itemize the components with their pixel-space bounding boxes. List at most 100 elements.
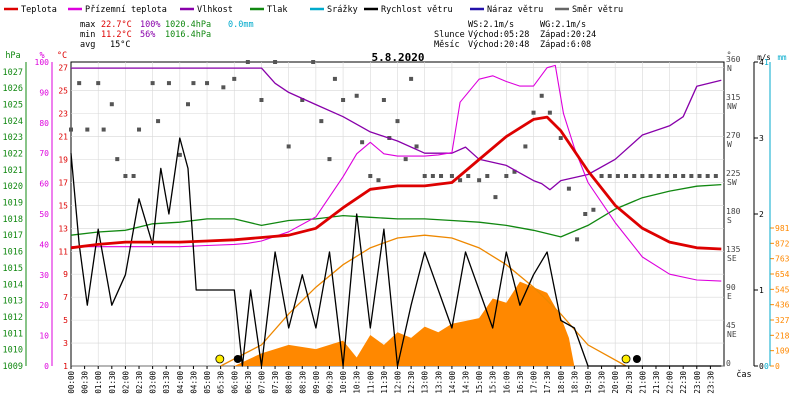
wind-direction-point xyxy=(221,85,226,90)
tick-label-direction-deg: 0 xyxy=(726,359,731,368)
tick-label-pressure: 1011 xyxy=(3,329,23,339)
wind-direction-point xyxy=(705,174,710,178)
tick-label-pressure: 1024 xyxy=(3,117,23,127)
tick-label-temperature: 23 xyxy=(58,110,68,119)
tick-label-pressure: 1009 xyxy=(3,362,23,372)
tick-label-time: 17:30 xyxy=(543,371,552,394)
wind-direction-point xyxy=(409,76,414,81)
tick-label-time: 21:30 xyxy=(652,371,661,394)
wind-direction-point xyxy=(232,76,237,81)
tick-label-wind: 0 xyxy=(759,362,764,371)
tick-label-solar: 763 xyxy=(775,255,790,264)
tick-label-time: 14:30 xyxy=(462,371,471,394)
wind-direction-point xyxy=(123,174,128,178)
tick-label-time: 15:00 xyxy=(475,371,484,394)
tick-label-temperature: 25 xyxy=(58,87,68,96)
stat-max-temp: 22.7°C xyxy=(101,20,132,30)
stat-max-press: 1020.4hPa xyxy=(165,20,211,30)
wind-direction-point xyxy=(615,174,620,178)
wind-direction-point xyxy=(458,178,463,183)
humidity-line xyxy=(71,67,722,191)
wind-direction-point xyxy=(648,174,653,178)
legend: Teplota Přízemní teplota Vlhkost Tlak Srážky… xyxy=(4,5,623,15)
wind-direction-point xyxy=(504,174,509,178)
wind-direction-point xyxy=(368,174,373,178)
tick-label-time: 03:00 xyxy=(149,371,158,394)
wind-direction-point xyxy=(311,60,316,64)
wind-speed-line xyxy=(70,137,722,367)
tick-label-direction-deg: 360 xyxy=(726,55,741,64)
tick-label-solar: 872 xyxy=(775,239,790,248)
tick-label-pressure: 1017 xyxy=(3,231,23,241)
temp-unit: °C xyxy=(57,51,67,61)
legend-label: Srážky xyxy=(327,5,358,15)
sun-moon-markers xyxy=(215,354,641,364)
tick-label-time: 01:00 xyxy=(94,371,103,394)
tick-label-time: 07:00 xyxy=(257,371,266,394)
y-axis-temperature: 27 25 23 21 19 17 15 13 11 9 7 5 3 1 xyxy=(58,64,68,371)
wind-direction-point xyxy=(430,174,435,178)
tick-label-solar: 327 xyxy=(775,316,790,325)
tick-label-time: 05:30 xyxy=(217,371,226,394)
tick-label-pressure: 1026 xyxy=(3,84,23,94)
wind-direction-point xyxy=(466,174,471,178)
moon-label: Měsíc xyxy=(434,40,460,50)
chart-title: 5.8.2020 xyxy=(372,51,425,64)
solar-series xyxy=(234,281,575,366)
wind-direction-point xyxy=(319,119,324,124)
wind-direction-point xyxy=(177,152,182,157)
wind-direction-point xyxy=(713,174,718,178)
tick-label-time: 20:00 xyxy=(611,371,620,394)
legend-label: Teplota xyxy=(21,5,57,15)
wind-direction-point xyxy=(591,207,596,212)
tick-label-rain: 0 xyxy=(764,362,769,371)
hpa-unit: hPa xyxy=(5,51,20,61)
tick-label-time: 14:00 xyxy=(448,371,457,394)
solar-area-fill xyxy=(234,281,575,366)
tick-label-direction-deg: 90 xyxy=(726,283,736,292)
tick-label-temperature: 27 xyxy=(58,64,68,73)
tick-label-time: 12:00 xyxy=(394,371,403,394)
tick-label-time: 15:30 xyxy=(489,371,498,394)
wind-direction-point xyxy=(632,174,637,178)
tick-label-percent: 70 xyxy=(39,149,49,158)
tick-label-time: 21:00 xyxy=(638,371,647,394)
info-wg: WG:2.1m/s xyxy=(540,20,586,30)
tick-label-temperature: 21 xyxy=(58,133,68,142)
tick-label-time: 06:30 xyxy=(244,371,253,394)
wind-direction-point xyxy=(493,195,498,200)
tick-label-wind: 2 xyxy=(759,210,764,219)
tick-label-direction-deg: 135 xyxy=(726,245,741,254)
wind-direction-point xyxy=(697,174,702,178)
tick-label-pressure: 1012 xyxy=(3,313,23,323)
wind-direction-point xyxy=(531,110,536,115)
tick-label-time: 23:30 xyxy=(706,371,715,394)
wind-direction-point xyxy=(681,174,686,178)
legend-label: Přízemní teplota xyxy=(85,5,167,15)
tick-label-time: 06:00 xyxy=(230,371,239,394)
wind-direction-point xyxy=(101,127,106,132)
tick-label-time: 12:30 xyxy=(407,371,416,394)
tick-label-time: 18:00 xyxy=(557,371,566,394)
dir-unit: ° xyxy=(726,51,731,61)
legend-label: Vlhkost xyxy=(197,5,233,15)
wind-direction-point xyxy=(558,136,563,140)
tick-label-time: 01:30 xyxy=(108,371,117,394)
wind-direction-point xyxy=(689,174,694,178)
tick-label-solar: 0 xyxy=(775,362,780,371)
wind-direction-point xyxy=(575,237,580,242)
tick-label-rain: 1 xyxy=(764,58,769,67)
wind-direction-point xyxy=(673,174,678,178)
wind-direction-point xyxy=(273,60,278,64)
wind-direction-point xyxy=(156,119,161,124)
tick-label-time: 04:00 xyxy=(176,371,185,394)
tick-label-direction-name: SE xyxy=(727,254,737,263)
wind-direction-point xyxy=(69,127,73,132)
wind-direction-point xyxy=(485,174,490,178)
tick-label-percent: 40 xyxy=(39,240,49,249)
stat-min-temp: 11.2°C xyxy=(101,30,132,40)
tick-label-temperature: 5 xyxy=(63,316,68,325)
x-axis-label: čas xyxy=(736,369,751,380)
wind-direction-point xyxy=(547,110,552,115)
